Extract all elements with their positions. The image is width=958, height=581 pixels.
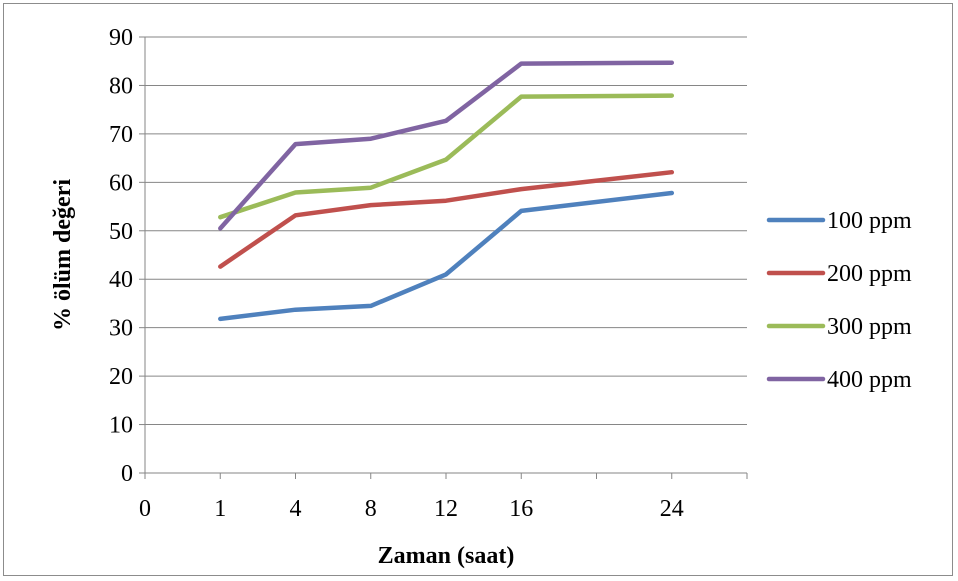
x-tick-label: 4 <box>290 496 302 522</box>
series-lines <box>218 60 675 322</box>
axes <box>139 36 748 479</box>
y-tick-label: 80 <box>109 73 133 99</box>
legend: 100 ppm 200 ppm 300 ppm 400 ppm <box>766 208 912 393</box>
y-tick-label: 90 <box>109 25 133 51</box>
y-tick-label: 40 <box>109 267 133 293</box>
y-tick-label: 20 <box>109 364 133 390</box>
y-tick-label: 0 <box>121 461 133 487</box>
x-tick-label: 0 <box>139 496 151 522</box>
tick-labels: 0 10 20 30 40 50 60 70 80 90 0 1 4 8 12 16 24 <box>109 25 684 522</box>
x-tick-label: 1 <box>214 496 226 522</box>
legend-label: 300 ppm <box>827 314 912 340</box>
y-axis-title: % ölüm değeri <box>50 179 76 331</box>
y-tick-label: 10 <box>109 413 133 439</box>
y-tick-label: 60 <box>109 170 133 196</box>
legend-label: 200 ppm <box>827 261 912 287</box>
series-line-1 <box>218 190 675 322</box>
y-tick-label: 50 <box>109 219 133 245</box>
legend-label: 400 ppm <box>827 367 912 393</box>
x-tick-label: 24 <box>660 496 684 522</box>
x-tick-label: 16 <box>509 496 533 522</box>
x-tick-label: 8 <box>365 496 377 522</box>
y-tick-label: 70 <box>109 122 133 148</box>
x-axis-title: Zaman (saat) <box>378 543 515 569</box>
y-tick-label: 30 <box>109 316 133 342</box>
series-line-2 <box>218 169 675 269</box>
series-line-3 <box>218 93 675 220</box>
legend-label: 100 ppm <box>827 208 912 234</box>
x-tick-label: 12 <box>434 496 458 522</box>
gridlines <box>145 36 747 426</box>
series-line-4 <box>218 60 675 231</box>
